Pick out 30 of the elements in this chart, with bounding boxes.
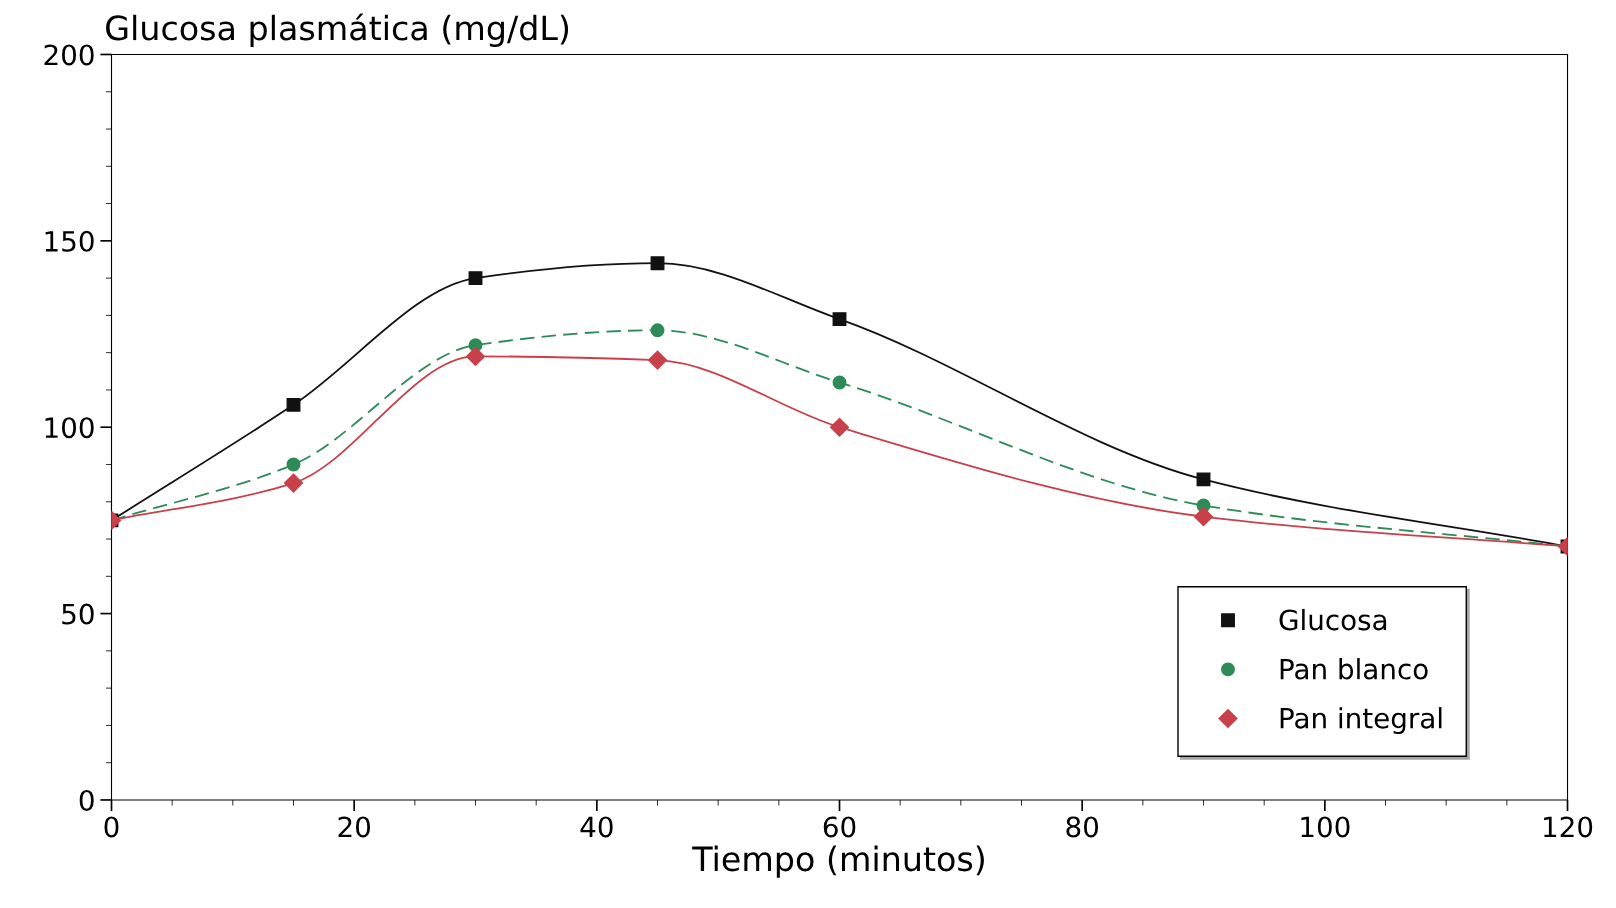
- point: [468, 271, 483, 286]
- point: [286, 457, 301, 472]
- x-tick-label: 120: [1544, 816, 1593, 838]
- point: [650, 256, 665, 271]
- legend-label: Pan integral: [1280, 707, 1442, 735]
- x-tick-label: 20: [338, 816, 370, 838]
- point: [832, 375, 847, 390]
- x-tick-label: 80: [1066, 816, 1099, 838]
- y-tick-label: 100: [45, 417, 94, 439]
- y-tick-label: 50: [62, 603, 94, 625]
- legend-label: Glucosa: [1279, 608, 1387, 631]
- y-tick-label: 150: [45, 230, 94, 252]
- point: [829, 417, 850, 437]
- point: [1193, 507, 1214, 527]
- x-tick-label: 60: [823, 816, 856, 838]
- x-tick-label: 40: [580, 816, 613, 838]
- point: [283, 473, 304, 493]
- x-tick-label: 0: [104, 816, 119, 838]
- point: [286, 397, 301, 412]
- point: [1196, 472, 1211, 487]
- legend-label: Pan blanco: [1280, 658, 1428, 680]
- y-tick-label: 200: [44, 44, 94, 66]
- x-tick-label: 100: [1301, 816, 1350, 838]
- point: [647, 350, 668, 370]
- point: [465, 346, 486, 366]
- point: [650, 323, 665, 338]
- x-axis-title: Tiempo (minutos): [692, 845, 984, 878]
- y-axis-title: Glucosa plasmática (mg/dL): [106, 13, 569, 48]
- point: [832, 312, 847, 327]
- y-tick-label: 0: [79, 789, 94, 811]
